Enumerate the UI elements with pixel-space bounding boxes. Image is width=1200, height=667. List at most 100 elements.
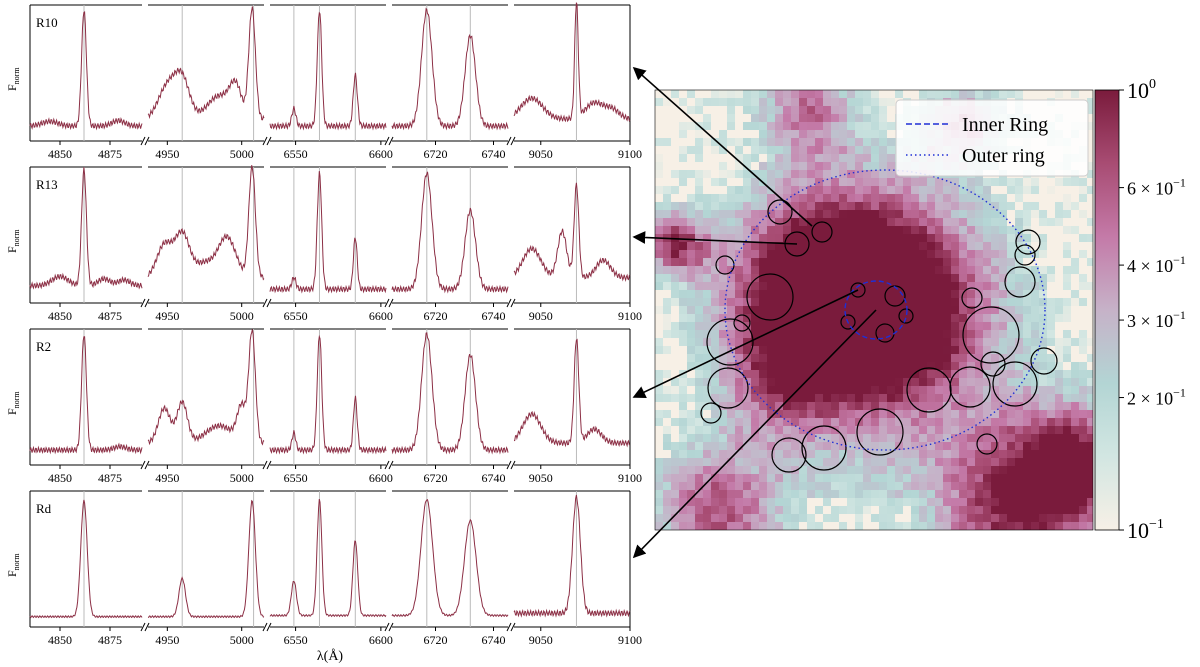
map-pixel [679, 186, 688, 195]
map-pixel [935, 418, 944, 427]
map-pixel [1039, 330, 1048, 339]
map-pixel [919, 434, 928, 443]
map-pixel [975, 218, 984, 227]
map-pixel [999, 330, 1008, 339]
map-pixel [719, 274, 728, 283]
map-pixel [855, 474, 864, 483]
map-pixel [783, 290, 792, 299]
map-pixel [935, 394, 944, 403]
map-pixel [1087, 498, 1093, 507]
map-pixel [927, 338, 936, 347]
map-pixel [703, 250, 712, 259]
map-pixel [791, 226, 800, 235]
map-pixel [1087, 266, 1093, 275]
map-pixel [663, 442, 672, 451]
map-pixel [999, 522, 1008, 530]
colorbar-tick-label: 3 × 10−1 [1127, 308, 1186, 331]
map-pixel [663, 98, 672, 107]
map-pixel [871, 362, 880, 371]
map-pixel [703, 394, 712, 403]
spectrum-line [29, 167, 143, 290]
map-pixel [1023, 426, 1032, 435]
map-pixel [783, 378, 792, 387]
map-pixel [695, 242, 704, 251]
map-pixel [887, 226, 896, 235]
map-pixel [799, 122, 808, 131]
map-pixel [727, 474, 736, 483]
map-pixel [1087, 298, 1093, 307]
map-pixel [743, 426, 752, 435]
map-pixel [1015, 490, 1024, 499]
map-pixel [951, 186, 960, 195]
map-pixel [1071, 514, 1080, 523]
map-pixel [751, 426, 760, 435]
map-pixel [1071, 250, 1080, 259]
map-pixel [767, 106, 776, 115]
map-pixel [1031, 506, 1040, 515]
map-pixel [919, 386, 928, 395]
map-pixel [727, 450, 736, 459]
map-pixel [951, 306, 960, 315]
map-pixel [1031, 466, 1040, 475]
map-pixel [735, 450, 744, 459]
map-pixel [687, 210, 696, 219]
map-pixel [967, 266, 976, 275]
map-pixel [1055, 314, 1064, 323]
map-pixel [863, 210, 872, 219]
map-pixel [719, 242, 728, 251]
map-pixel [863, 154, 872, 163]
map-pixel [695, 290, 704, 299]
map-pixel [1047, 274, 1056, 283]
map-pixel [767, 306, 776, 315]
map-pixel [735, 130, 744, 139]
map-pixel [815, 362, 824, 371]
map-pixel [1015, 258, 1024, 267]
panel-label: Rd [36, 501, 52, 516]
map-pixel [727, 434, 736, 443]
map-pixel [839, 274, 848, 283]
map-pixel [855, 354, 864, 363]
map-pixel [815, 338, 824, 347]
map-pixel [1023, 402, 1032, 411]
map-pixel [1063, 506, 1072, 515]
map-pixel [711, 498, 720, 507]
map-pixel [799, 98, 808, 107]
map-pixel [863, 450, 872, 459]
map-pixel [831, 442, 840, 451]
map-pixel [735, 362, 744, 371]
map-pixel [1039, 226, 1048, 235]
map-pixel [791, 282, 800, 291]
map-pixel [983, 314, 992, 323]
map-pixel [1031, 474, 1040, 483]
map-pixel [1055, 258, 1064, 267]
map-pixel [679, 170, 688, 179]
map-pixel [807, 322, 816, 331]
map-pixel [703, 162, 712, 171]
map-pixel [1023, 274, 1032, 283]
map-pixel [1079, 402, 1088, 411]
map-pixel [919, 178, 928, 187]
map-pixel [807, 154, 816, 163]
map-pixel [919, 394, 928, 403]
map-pixel [1039, 426, 1048, 435]
map-pixel [1039, 362, 1048, 371]
map-pixel [903, 466, 912, 475]
map-pixel [1063, 258, 1072, 267]
map-pixel [1031, 330, 1040, 339]
map-pixel [783, 370, 792, 379]
y-axis-label-sub: norm [12, 391, 21, 409]
map-pixel [743, 186, 752, 195]
map-pixel [791, 122, 800, 131]
map-pixel [783, 186, 792, 195]
map-pixel [991, 314, 1000, 323]
map-pixel [855, 274, 864, 283]
map-pixel [847, 202, 856, 211]
map-pixel [759, 370, 768, 379]
map-pixel [863, 474, 872, 483]
map-pixel [807, 474, 816, 483]
map-pixel [871, 514, 880, 523]
map-pixel [815, 194, 824, 203]
map-pixel [879, 170, 888, 179]
map-pixel [943, 178, 952, 187]
